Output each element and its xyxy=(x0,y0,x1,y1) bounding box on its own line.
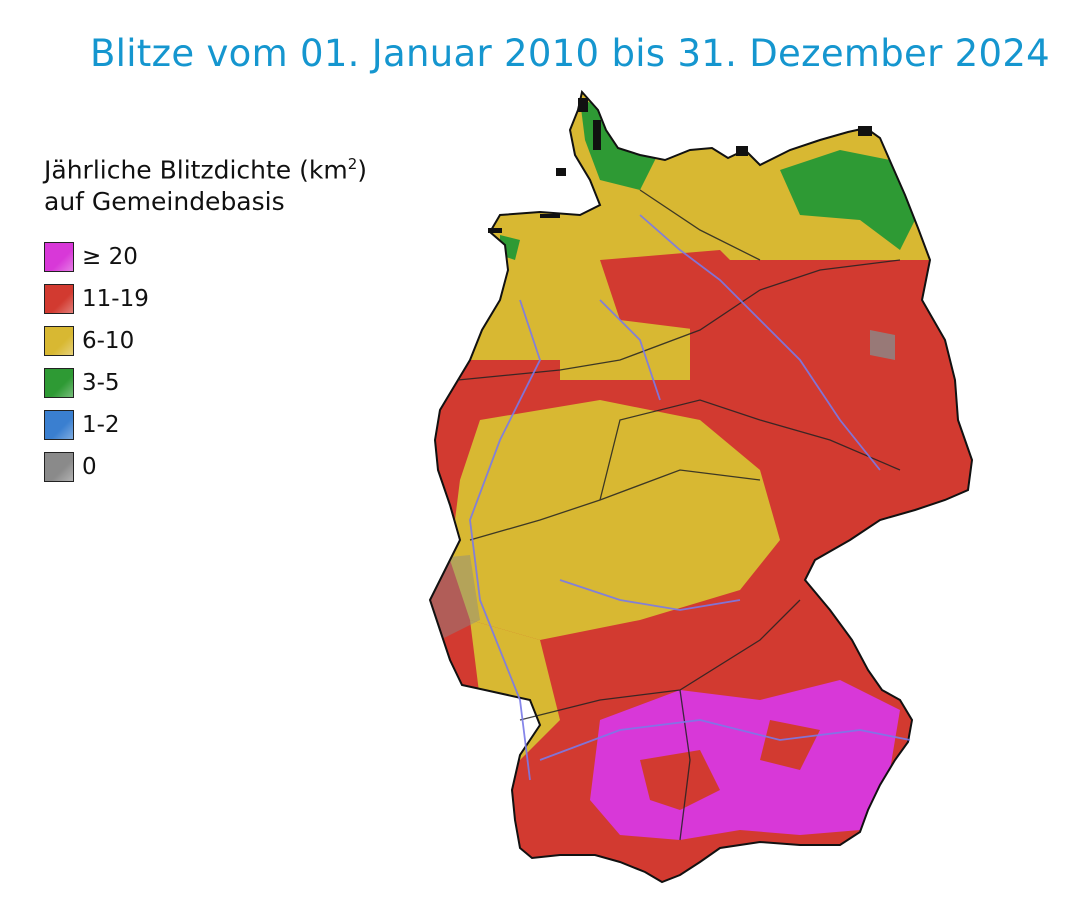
legend-swatch xyxy=(44,368,74,398)
legend-label: 3-5 xyxy=(82,370,120,396)
legend-title-line1-end: ) xyxy=(357,155,368,185)
legend-item-3-5: 3-5 xyxy=(44,368,149,410)
map-region-bavaria-red-patch xyxy=(760,720,820,770)
map-region-berlin xyxy=(870,330,895,360)
island xyxy=(556,168,566,176)
island xyxy=(540,214,560,218)
river-weser xyxy=(599,299,661,401)
map-region-central-yellow xyxy=(450,400,780,640)
map-title: Blitze vom 01. Januar 2010 bis 31. Dezem… xyxy=(89,32,1051,75)
rivers xyxy=(469,214,911,781)
legend-swatch xyxy=(44,242,74,272)
legend-item-11-19: 11-19 xyxy=(44,284,149,326)
legend-title-line1: Jährliche Blitzdichte (km xyxy=(44,155,348,185)
island xyxy=(578,98,588,112)
island xyxy=(488,228,502,233)
legend-label: 0 xyxy=(82,454,97,480)
legend-swatch xyxy=(44,326,74,356)
legend-item-20plus: ≥ 20 xyxy=(44,242,149,284)
state-borders xyxy=(457,189,901,841)
legend-title: Jährliche Blitzdichte (km2) auf Gemeinde… xyxy=(44,148,367,218)
legend: ≥ 20 11-19 6-10 3-5 1-2 0 xyxy=(44,242,149,494)
legend-label: 11-19 xyxy=(82,286,149,312)
river-elbe xyxy=(639,214,881,471)
island xyxy=(593,120,601,150)
legend-label: 1-2 xyxy=(82,412,120,438)
island xyxy=(736,146,748,156)
legend-item-0: 0 xyxy=(44,452,149,494)
legend-item-1-2: 1-2 xyxy=(44,410,149,452)
river-rhine xyxy=(469,299,541,781)
legend-label: ≥ 20 xyxy=(82,244,138,270)
state-border xyxy=(599,399,761,501)
map-fill xyxy=(430,92,972,882)
river-main xyxy=(559,579,741,611)
map-region-lower-saxony-red xyxy=(600,250,760,330)
state-border xyxy=(679,689,691,841)
legend-swatch xyxy=(44,410,74,440)
state-border xyxy=(759,419,901,471)
legend-title-line2: auf Gemeindebasis xyxy=(44,187,285,217)
state-border xyxy=(639,189,761,261)
legend-title-sup: 2 xyxy=(347,155,358,173)
state-border xyxy=(759,259,901,291)
germany-outline xyxy=(428,89,974,884)
legend-item-6-10: 6-10 xyxy=(44,326,149,368)
map-region-mv-green xyxy=(780,150,915,250)
legend-label: 6-10 xyxy=(82,328,135,354)
legend-swatch xyxy=(44,284,74,314)
river-danube xyxy=(539,719,911,761)
island xyxy=(858,126,872,136)
islands xyxy=(488,98,872,233)
legend-swatch xyxy=(44,452,74,482)
map-region-bavaria-red-patch xyxy=(640,750,720,810)
state-border xyxy=(457,289,761,381)
